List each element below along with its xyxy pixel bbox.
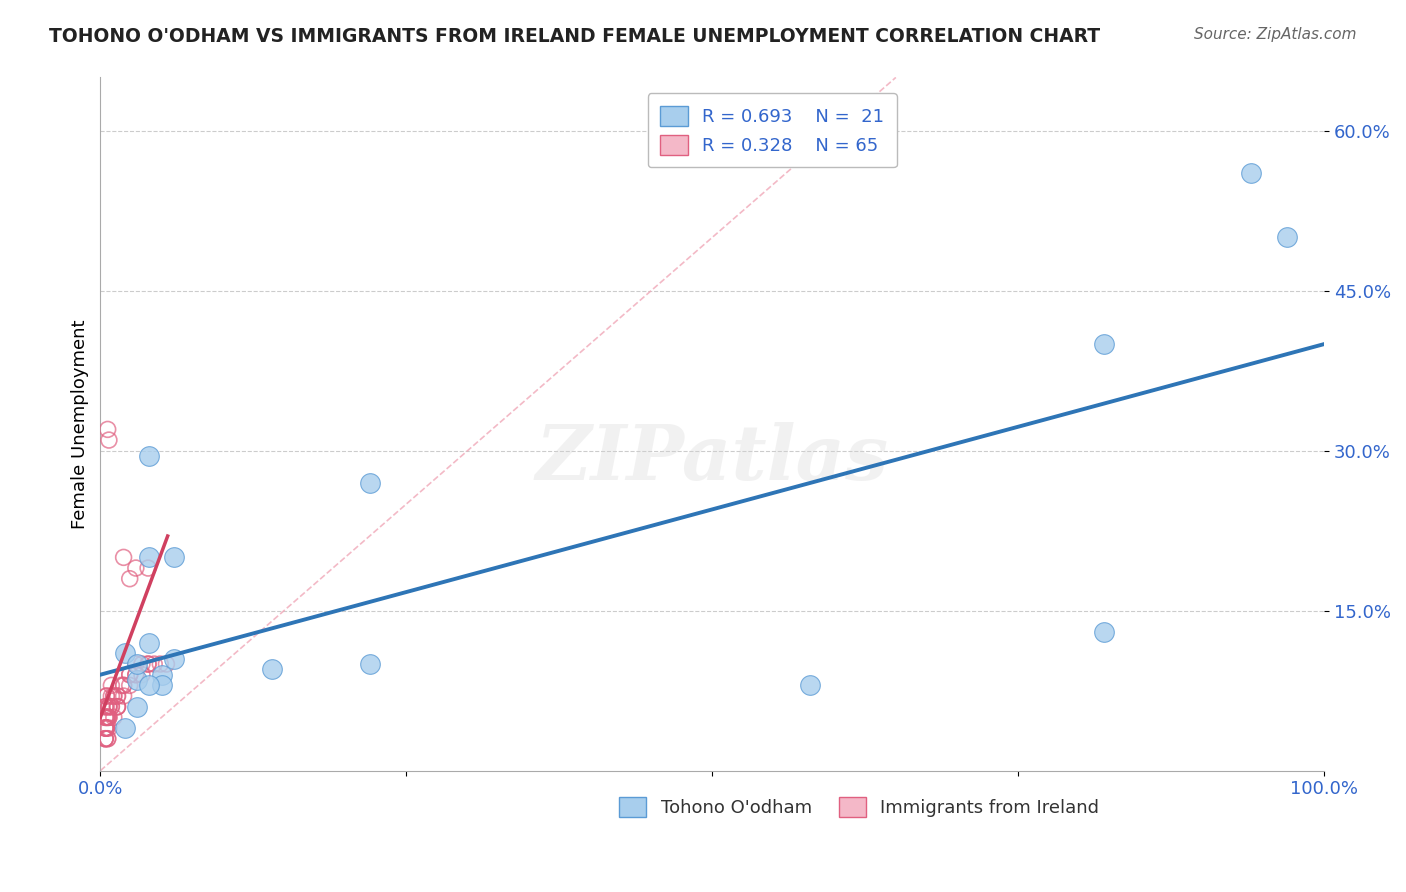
- Point: [125, 561, 148, 575]
- Point: [97, 433, 120, 447]
- Y-axis label: Female Unemployment: Female Unemployment: [72, 319, 89, 529]
- Point: [96, 710, 118, 724]
- Point: [96, 689, 118, 703]
- Point: [114, 721, 136, 735]
- Point: [107, 699, 129, 714]
- Point: [112, 678, 135, 692]
- Point: [100, 689, 122, 703]
- Point: [96, 710, 118, 724]
- Point: [103, 689, 125, 703]
- Point: [94, 731, 117, 746]
- Point: [138, 636, 160, 650]
- Point: [799, 678, 821, 692]
- Point: [260, 662, 283, 676]
- Point: [131, 657, 153, 671]
- Point: [97, 699, 120, 714]
- Point: [138, 678, 160, 692]
- Point: [118, 667, 141, 681]
- Point: [125, 667, 148, 681]
- Point: [100, 699, 122, 714]
- Point: [136, 657, 159, 671]
- Point: [96, 689, 118, 703]
- Point: [155, 657, 177, 671]
- Point: [94, 710, 117, 724]
- Point: [97, 710, 120, 724]
- Point: [163, 651, 186, 665]
- Point: [125, 657, 148, 671]
- Point: [150, 678, 173, 692]
- Point: [138, 449, 160, 463]
- Point: [97, 710, 120, 724]
- Point: [125, 667, 148, 681]
- Point: [112, 689, 135, 703]
- Point: [136, 561, 159, 575]
- Point: [94, 699, 117, 714]
- Point: [94, 699, 117, 714]
- Point: [107, 689, 129, 703]
- Point: [94, 721, 117, 735]
- Point: [97, 699, 120, 714]
- Point: [97, 721, 120, 735]
- Legend: Tohono O'odham, Immigrants from Ireland: Tohono O'odham, Immigrants from Ireland: [612, 789, 1107, 824]
- Point: [94, 721, 117, 735]
- Point: [96, 721, 118, 735]
- Point: [94, 731, 117, 746]
- Point: [107, 699, 129, 714]
- Point: [118, 678, 141, 692]
- Point: [97, 731, 120, 746]
- Point: [118, 572, 141, 586]
- Point: [125, 673, 148, 687]
- Point: [94, 731, 117, 746]
- Point: [359, 657, 381, 671]
- Point: [103, 689, 125, 703]
- Point: [100, 699, 122, 714]
- Text: ZIPatlas: ZIPatlas: [536, 422, 889, 496]
- Point: [97, 422, 120, 436]
- Point: [110, 678, 132, 692]
- Point: [112, 550, 135, 565]
- Point: [96, 721, 118, 735]
- Point: [1240, 166, 1263, 180]
- Point: [103, 710, 125, 724]
- Point: [149, 657, 172, 671]
- Point: [96, 721, 118, 735]
- Point: [97, 699, 120, 714]
- Point: [107, 699, 129, 714]
- Point: [136, 657, 159, 671]
- Point: [138, 550, 160, 565]
- Point: [1092, 625, 1115, 640]
- Point: [1277, 230, 1299, 244]
- Point: [97, 731, 120, 746]
- Point: [163, 550, 186, 565]
- Point: [125, 657, 148, 671]
- Point: [100, 678, 122, 692]
- Point: [97, 710, 120, 724]
- Point: [94, 721, 117, 735]
- Point: [96, 721, 118, 735]
- Point: [94, 710, 117, 724]
- Point: [150, 667, 173, 681]
- Point: [96, 710, 118, 724]
- Point: [107, 689, 129, 703]
- Point: [118, 667, 141, 681]
- Text: TOHONO O'ODHAM VS IMMIGRANTS FROM IRELAND FEMALE UNEMPLOYMENT CORRELATION CHART: TOHONO O'ODHAM VS IMMIGRANTS FROM IRELAN…: [49, 27, 1101, 45]
- Point: [96, 699, 118, 714]
- Text: Source: ZipAtlas.com: Source: ZipAtlas.com: [1194, 27, 1357, 42]
- Point: [97, 710, 120, 724]
- Point: [125, 699, 148, 714]
- Point: [1092, 337, 1115, 351]
- Point: [359, 475, 381, 490]
- Point: [131, 667, 153, 681]
- Point: [143, 657, 166, 671]
- Point: [114, 646, 136, 660]
- Point: [112, 678, 135, 692]
